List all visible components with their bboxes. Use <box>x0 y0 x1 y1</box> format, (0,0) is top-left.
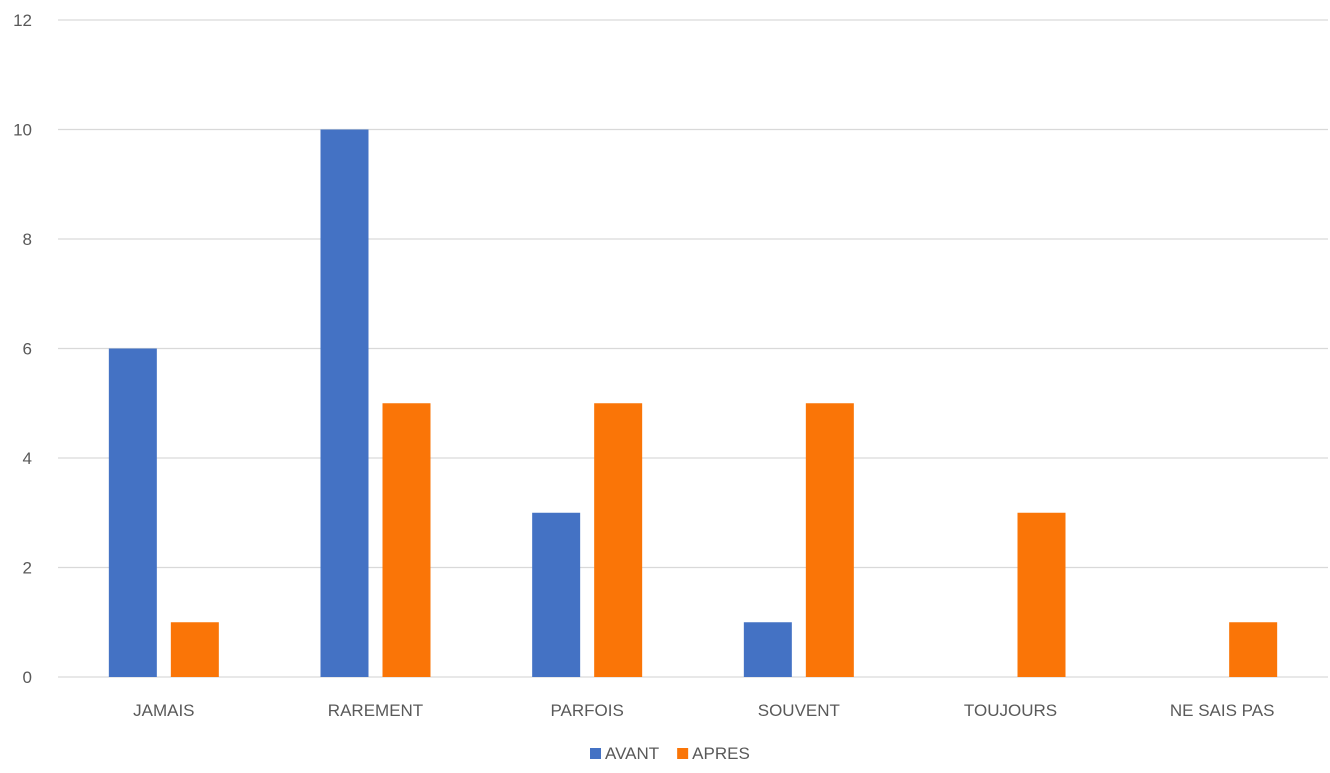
y-tick-label: 4 <box>23 449 32 468</box>
bars <box>108 129 1278 677</box>
x-category-label: SOUVENT <box>758 701 840 720</box>
y-tick-label: 2 <box>23 559 32 578</box>
bar-avant-souvent <box>743 622 792 677</box>
bar-apres-ne-sais-pas <box>1229 622 1278 677</box>
legend-swatch-avant <box>590 748 601 759</box>
gridlines <box>58 19 1328 678</box>
legend-swatch-apres <box>677 748 689 759</box>
y-axis-ticks: 0 2 4 6 8 10 12 <box>13 11 32 687</box>
legend-label-avant: AVANT <box>605 744 659 763</box>
bar-avant-rarement <box>320 129 369 677</box>
bar-apres-jamais <box>170 622 219 677</box>
y-tick-label: 8 <box>23 230 32 249</box>
x-axis-categories: JAMAIS RAREMENT PARFOIS SOUVENT TOUJOURS NE S… <box>133 701 1274 720</box>
x-category-label: TOUJOURS <box>964 701 1057 720</box>
x-category-label: JAMAIS <box>133 701 194 720</box>
y-tick-label: 6 <box>23 340 32 359</box>
y-tick-label: 0 <box>23 668 32 687</box>
legend: AVANT APRES <box>590 744 750 763</box>
y-tick-label: 12 <box>13 11 32 30</box>
bar-apres-parfois <box>594 403 643 677</box>
y-tick-label: 10 <box>13 121 32 140</box>
x-category-label: NE SAIS PAS <box>1170 701 1275 720</box>
x-category-label: RAREMENT <box>328 701 423 720</box>
bar-avant-parfois <box>532 512 581 677</box>
bar-apres-souvent <box>805 403 854 677</box>
legend-label-apres: APRES <box>692 744 750 763</box>
x-category-label: PARFOIS <box>550 701 623 720</box>
bar-avant-jamais <box>108 348 157 677</box>
bar-apres-rarement <box>382 403 431 677</box>
bar-apres-toujours <box>1017 512 1066 677</box>
